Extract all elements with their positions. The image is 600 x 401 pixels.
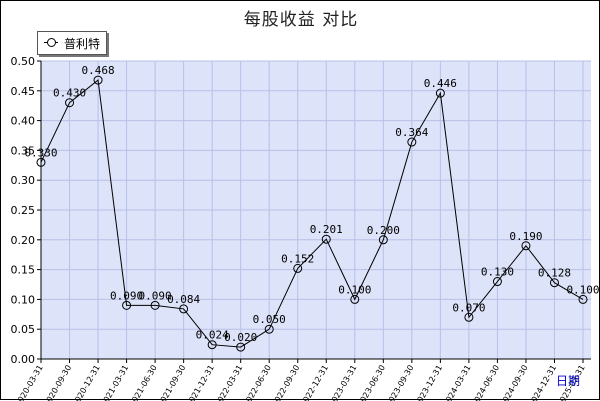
x-tick-label: 2020-12-31	[71, 364, 102, 401]
data-label: 0.050	[253, 313, 286, 326]
data-label: 0.128	[538, 267, 571, 280]
y-tick-label: 0.05	[11, 323, 36, 336]
y-tick-label: 0.00	[11, 353, 36, 366]
y-tick-label: 0.40	[11, 115, 36, 128]
x-tick-label: 2020-09-30	[42, 364, 73, 401]
data-label: 0.364	[395, 126, 428, 139]
data-label: 0.330	[24, 146, 57, 159]
data-label: 0.130	[481, 266, 514, 279]
data-label: 0.020	[224, 331, 257, 344]
y-tick-label: 0.50	[11, 55, 36, 68]
x-axis-title: 日期	[556, 374, 580, 388]
x-tick-label: 2023-03-31	[327, 364, 358, 401]
y-tick-label: 0.10	[11, 293, 36, 306]
x-tick-label: 2021-09-30	[156, 364, 187, 401]
y-tick-label: 0.15	[11, 264, 36, 277]
data-label: 0.100	[566, 283, 599, 296]
x-tick-label: 2024-03-31	[442, 364, 473, 401]
data-label: 0.070	[452, 301, 485, 314]
data-label: 0.084	[167, 293, 200, 306]
x-tick-label: 2021-12-31	[185, 364, 216, 401]
data-label: 0.201	[310, 223, 343, 236]
data-label: 0.430	[53, 87, 86, 100]
y-tick-label: 0.25	[11, 204, 36, 217]
x-tick-label: 2024-09-30	[499, 364, 530, 401]
x-tick-label: 2020-03-31	[14, 364, 45, 401]
data-label: 0.468	[81, 64, 114, 77]
data-label: 0.100	[338, 283, 371, 296]
x-tick-label: 2022-06-30	[242, 364, 273, 401]
data-label: 0.190	[509, 230, 542, 243]
data-label: 0.446	[424, 77, 457, 90]
x-tick-label: 2021-03-31	[99, 364, 130, 401]
data-label: 0.200	[367, 224, 400, 237]
x-tick-label: 2023-09-30	[385, 364, 416, 401]
x-tick-label: 2022-12-31	[299, 364, 330, 401]
y-tick-label: 0.30	[11, 174, 36, 187]
x-tick-label: 2024-06-30	[470, 363, 501, 401]
x-tick-label: 2023-12-31	[413, 364, 444, 401]
x-tick-label: 2023-06-30	[356, 364, 387, 401]
x-tick-label: 2022-03-31	[213, 364, 244, 401]
x-tick-label: 2024-12-31	[527, 364, 558, 401]
data-label: 0.152	[281, 252, 314, 265]
y-tick-label: 0.20	[11, 234, 36, 247]
x-tick-label: 2022-09-30	[270, 364, 301, 401]
y-tick-label: 0.45	[11, 85, 36, 98]
x-tick-label: 2021-06-30	[128, 364, 159, 401]
